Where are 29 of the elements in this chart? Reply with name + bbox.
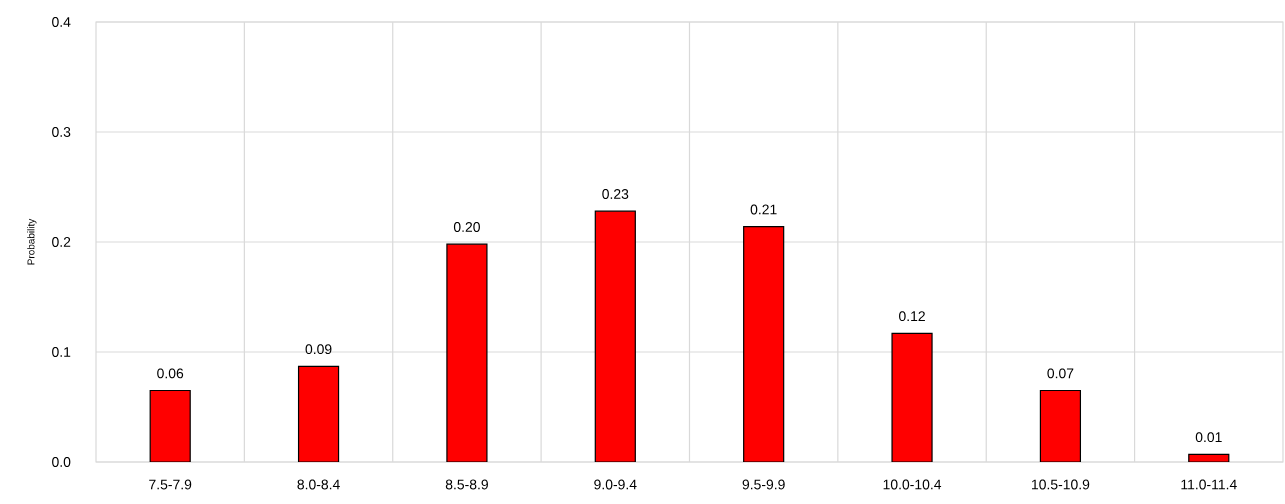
bar	[743, 226, 785, 462]
data-label: 0.20	[453, 222, 480, 232]
x-tick-label: 8.5-8.9	[445, 479, 488, 490]
y-tick-label: 0.0	[52, 457, 71, 467]
bar	[149, 389, 191, 462]
y-tick-label: 0.1	[52, 347, 71, 357]
y-tick-label: 0.4	[52, 17, 71, 27]
data-label: 0.23	[602, 189, 629, 199]
x-tick-label: 7.5-7.9	[149, 479, 192, 490]
x-tick-label: 10.0-10.4	[883, 479, 942, 490]
bar	[891, 332, 933, 462]
x-tick-label: 9.5-9.9	[742, 479, 785, 490]
data-label: 0.21	[750, 204, 777, 215]
y-axis-title: Probability	[27, 218, 37, 265]
data-label: 0.12	[899, 311, 925, 322]
bar	[297, 365, 340, 462]
x-tick-label: 8.0-8.4	[297, 479, 340, 490]
data-label: 0.01	[1195, 432, 1222, 443]
data-label: 0.07	[1047, 368, 1074, 379]
bar	[1039, 389, 1082, 462]
y-tick-label: 0.2	[52, 237, 71, 247]
y-tick-label: 0.3	[52, 127, 71, 137]
bar	[594, 210, 636, 462]
x-tick-label: 11.0-11.4	[1181, 479, 1237, 490]
data-label: 0.09	[305, 344, 332, 355]
bar	[446, 243, 488, 462]
x-tick-label: 9.0-9.4	[594, 479, 637, 490]
data-label: 0.06	[157, 368, 184, 379]
x-tick-label: 10.5-10.9	[1032, 479, 1090, 490]
